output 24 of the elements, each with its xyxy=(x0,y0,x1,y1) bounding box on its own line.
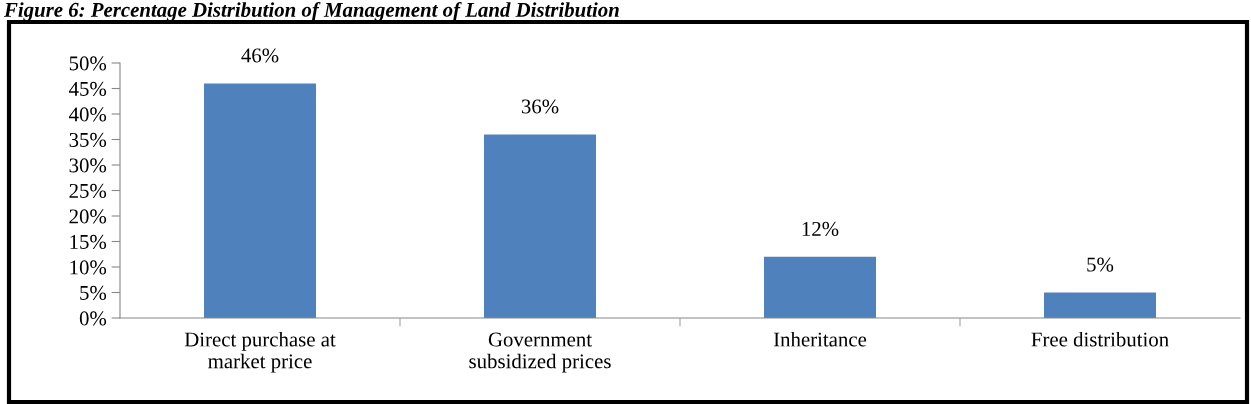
data-label: 46% xyxy=(241,48,279,63)
x-tick-label: Inheritance xyxy=(773,331,867,347)
bar xyxy=(764,256,876,318)
bar xyxy=(204,83,316,318)
y-tick-label: 10% xyxy=(70,260,107,275)
x-tick-label: Direct purchase at market price xyxy=(184,331,336,373)
y-tick-label: 5% xyxy=(80,285,107,300)
y-tick-label: 45% xyxy=(69,81,107,96)
data-label: 36% xyxy=(521,99,559,114)
data-label: 5% xyxy=(1087,257,1114,272)
y-tick-label: 30% xyxy=(69,158,107,173)
y-tick-label: 0% xyxy=(79,311,107,326)
y-tick-label: 15% xyxy=(70,234,107,249)
data-label: 12% xyxy=(802,221,839,236)
y-tick-label: 40% xyxy=(69,107,107,122)
y-tick-label: 20% xyxy=(69,209,107,224)
y-tick-label: 35% xyxy=(69,132,107,147)
y-tick-label: 25% xyxy=(69,183,107,198)
y-tick-label: 50% xyxy=(69,56,107,71)
x-tick-label: Free distribution xyxy=(1031,331,1169,347)
chart-title: Figure 6: Percentage Distribution of Management of Land Distribution xyxy=(3,2,619,22)
x-tick-label: Government subsidized prices xyxy=(469,332,611,373)
bar xyxy=(484,134,596,318)
bar xyxy=(1044,292,1156,318)
